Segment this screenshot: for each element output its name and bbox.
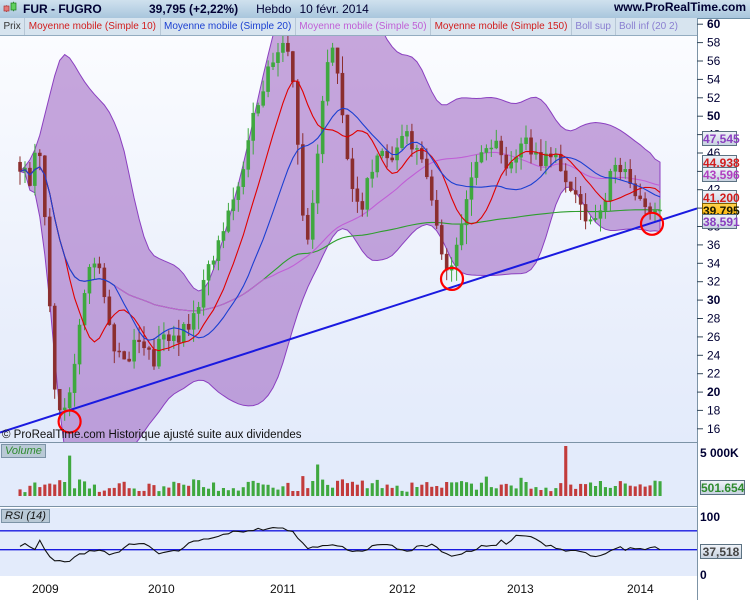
svg-text:32: 32 (707, 275, 721, 289)
svg-text:16: 16 (707, 422, 721, 436)
svg-text:20: 20 (707, 385, 721, 399)
svg-text:34: 34 (707, 256, 721, 270)
svg-text:60: 60 (707, 17, 721, 31)
svg-text:36: 36 (707, 238, 721, 252)
svg-text:52: 52 (707, 91, 721, 105)
svg-text:54: 54 (707, 72, 721, 86)
svg-text:56: 56 (707, 54, 721, 68)
svg-text:22: 22 (707, 367, 721, 381)
svg-text:58: 58 (707, 36, 721, 50)
svg-text:50: 50 (707, 109, 721, 123)
svg-text:26: 26 (707, 330, 721, 344)
svg-text:30: 30 (707, 293, 721, 307)
svg-text:18: 18 (707, 403, 721, 417)
svg-text:24: 24 (707, 348, 721, 362)
svg-text:28: 28 (707, 312, 721, 326)
